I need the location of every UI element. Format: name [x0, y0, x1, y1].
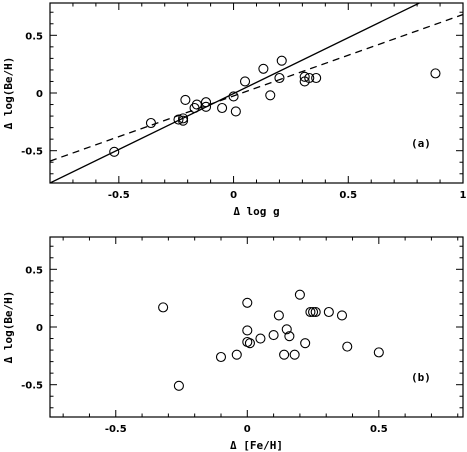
data-point: [239, 76, 251, 87]
x-tick-label: 0.5: [339, 190, 357, 201]
data-point: [180, 94, 191, 105]
data-point: [215, 351, 227, 363]
data-point: [200, 101, 212, 112]
data-point: [342, 341, 353, 352]
data-point: [189, 102, 200, 114]
data-point: [173, 380, 184, 391]
x-tick-label: -0.5: [108, 190, 130, 201]
data-point: [231, 349, 242, 360]
data-point: [255, 333, 266, 344]
x-tick-label: -0.5: [105, 424, 127, 435]
data-point: [242, 325, 253, 336]
data-point: [289, 349, 300, 360]
y-tick-label: 0.5: [25, 31, 43, 42]
data-point: [279, 349, 290, 360]
data-point: [299, 71, 310, 82]
x-axis-label: Δ log g: [233, 205, 279, 218]
data-point: [244, 338, 255, 349]
y-tick-label: 0: [36, 89, 43, 100]
data-point: [284, 331, 295, 342]
data-point: [191, 99, 202, 110]
data-point: [304, 72, 315, 84]
chart-panel-1: -0.5 0 0.5 1 -0.5 0 0.5 Δ log g Δ log(Be/H) (a): [2, 2, 467, 218]
dashed-fit-line: [50, 13, 463, 162]
data-point: [274, 72, 285, 84]
data-point: [305, 306, 316, 318]
y-tick-label: -0.5: [21, 147, 43, 158]
data-point: [178, 113, 189, 124]
data-point: [242, 297, 253, 308]
chart-panel-2: -0.5 0 0.5 -0.5 0 0.5 Δ [Fe/H] Δ log(Be/H) (b): [2, 236, 464, 452]
data-point: [200, 97, 212, 108]
data-point: [145, 117, 157, 129]
x-axis-label: Δ [Fe/H]: [230, 439, 283, 452]
data-point: [228, 91, 239, 102]
data-point: [294, 289, 305, 300]
data-point: [158, 302, 169, 313]
data-point: [230, 106, 241, 117]
data-point: [265, 90, 276, 101]
data-point: [273, 310, 284, 321]
y-axis-label: Δ log(Be/H): [2, 291, 15, 364]
data-point: [281, 324, 292, 335]
y-tick-label: 0.5: [25, 265, 43, 276]
data-point: [336, 310, 348, 321]
data-point: [311, 72, 322, 84]
data-point: [173, 114, 184, 125]
plot-frame: [49, 236, 464, 418]
panel-label: (a): [411, 137, 431, 150]
data-point: [323, 306, 334, 318]
x-tick-label: 0: [230, 190, 237, 201]
data-point: [178, 115, 189, 126]
y-axis-label: Δ log(Be/H): [2, 57, 15, 130]
data-point: [268, 330, 279, 341]
data-point: [276, 55, 287, 66]
data-point: [300, 338, 311, 349]
panel-label: (b): [411, 371, 431, 384]
data-point: [430, 68, 441, 79]
data-point: [373, 347, 384, 358]
x-tick-label: 1: [460, 190, 467, 201]
data-point: [217, 102, 228, 114]
solid-fit-line: [50, 3, 420, 183]
y-tick-label: -0.5: [21, 381, 43, 392]
data-point: [258, 63, 269, 74]
y-tick-label: 0: [36, 323, 43, 334]
fit-lines: [50, 3, 463, 183]
x-tick-label: 0.5: [370, 424, 388, 435]
data-point: [310, 306, 321, 318]
x-tick-label: 0: [244, 424, 251, 435]
data-point: [308, 306, 319, 318]
data-point: [109, 146, 120, 157]
